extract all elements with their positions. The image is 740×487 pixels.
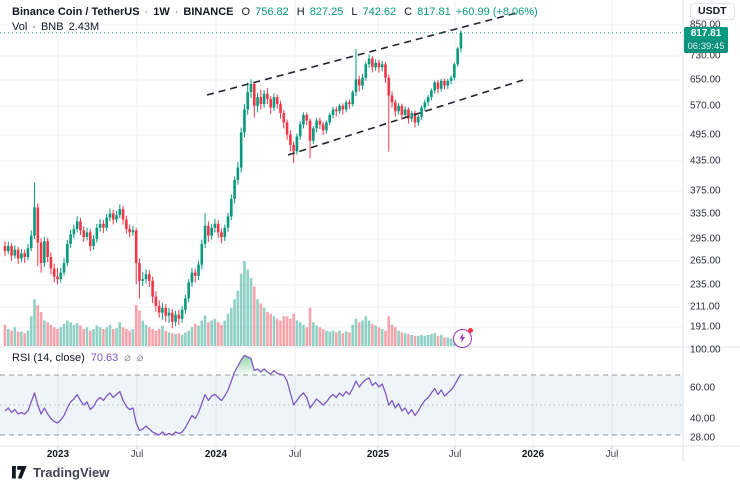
- price-axis-label: 570.00: [690, 100, 721, 112]
- price-axis-label: 235.00: [690, 279, 721, 291]
- price-axis-label: 375.00: [690, 185, 721, 197]
- open-value: 756.82: [255, 6, 289, 18]
- rsi-legend[interactable]: RSI (14, close) 70.63 ⌀ ⌀: [12, 351, 144, 365]
- symbol-title[interactable]: Binance Coin / TetherUS: [12, 6, 140, 18]
- tradingview-wordmark: TradingView: [33, 465, 110, 480]
- time-axis-label: 2025: [366, 449, 390, 460]
- low-value: 742.62: [362, 6, 397, 18]
- time-axis-label: Jul: [605, 449, 619, 460]
- high-value: 827.25: [309, 6, 344, 18]
- time-axis-label: 2024: [204, 449, 228, 460]
- exchange-label[interactable]: BINANCE: [183, 6, 234, 18]
- tradingview-mark-icon: [12, 466, 27, 479]
- price-axis-label: 211.00: [690, 301, 720, 313]
- rsi-hidden-plot-icon: ⌀: [136, 352, 144, 364]
- time-axis[interactable]: 2023 Jul 2024 Jul 2025 Jul 2026 Jul: [0, 446, 683, 462]
- last-price-badge: 817.81 06:39:45: [684, 27, 728, 53]
- time-axis-label: Jul: [130, 449, 144, 460]
- notification-dot: [468, 328, 473, 333]
- tradingview-logo[interactable]: TradingView: [12, 465, 109, 480]
- volume-value: 2.43M: [68, 21, 100, 33]
- legend-separator: ·: [174, 6, 179, 18]
- rsi-axis-label: 40.00: [690, 413, 716, 425]
- price-axis-label: 295.00: [690, 233, 721, 245]
- price-axis-label: 850.00: [690, 19, 721, 31]
- price-axis[interactable]: 850.00 730.00 650.00 570.00 495.00 435.00 375.…: [684, 0, 740, 446]
- close-value: 817.81: [417, 6, 451, 18]
- time-axis-label: Jul: [288, 449, 302, 460]
- volume-symbol: BNB: [40, 21, 64, 33]
- price-axis-label: 730.00: [690, 50, 721, 62]
- rsi-axis-label: 100.00: [690, 344, 721, 356]
- last-price-value: 817.81: [684, 27, 728, 40]
- rsi-label: RSI (14, close): [12, 351, 85, 364]
- time-axis-label: 2026: [521, 449, 545, 460]
- change-value: +60.99 (+8.06%): [455, 6, 538, 18]
- price-axis-label: 495.00: [690, 129, 721, 141]
- close-label: C: [404, 6, 413, 18]
- interval-label[interactable]: 1W: [153, 6, 170, 18]
- legend-separator: ·: [144, 6, 149, 18]
- high-label: H: [296, 6, 305, 18]
- volume-label: Vol: [12, 21, 28, 33]
- volume-legend[interactable]: Vol · BNB 2.43M: [12, 21, 99, 33]
- price-axis-label: 265.00: [690, 255, 721, 267]
- price-axis-label: 335.00: [690, 208, 721, 220]
- currency-button[interactable]: USDT: [690, 3, 735, 20]
- time-axis-label: 2023: [46, 449, 70, 460]
- rsi-axis-label: 60.00: [690, 382, 716, 394]
- price-axis-label: 435.00: [690, 155, 721, 167]
- rsi-hidden-plot-icon: ⌀: [124, 352, 131, 364]
- legend-separator: ·: [32, 21, 36, 33]
- symbol-legend[interactable]: Binance Coin / TetherUS · 1W · BINANCE O…: [12, 6, 538, 18]
- time-axis-label: Jul: [448, 449, 462, 460]
- price-axis-label: 650.00: [690, 74, 721, 86]
- price-axis-label: 191.00: [690, 321, 721, 333]
- rsi-axis-label: 28.00: [690, 432, 716, 444]
- low-label: L: [351, 6, 358, 18]
- open-label: O: [241, 6, 251, 18]
- boost-lightning-icon[interactable]: [453, 328, 473, 348]
- rsi-value: 70.63: [90, 351, 119, 364]
- bar-countdown: 06:39:45: [684, 40, 728, 53]
